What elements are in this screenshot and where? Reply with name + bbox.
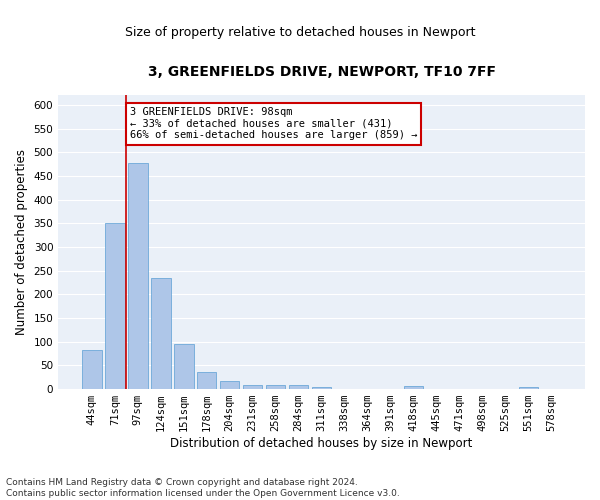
Bar: [128, 162, 148, 389]
X-axis label: Distribution of detached houses by size in Newport: Distribution of detached houses by size …: [170, 437, 473, 450]
Bar: [266, 386, 286, 389]
Title: 3, GREENFIELDS DRIVE, NEWPORT, TF10 7FF: 3, GREENFIELDS DRIVE, NEWPORT, TF10 7FF: [148, 65, 496, 79]
Bar: [289, 386, 308, 389]
Bar: [174, 344, 194, 389]
Bar: [82, 350, 101, 389]
Bar: [220, 381, 239, 389]
Text: Size of property relative to detached houses in Newport: Size of property relative to detached ho…: [125, 26, 475, 39]
Bar: [312, 386, 331, 389]
Text: Contains HM Land Registry data © Crown copyright and database right 2024.
Contai: Contains HM Land Registry data © Crown c…: [6, 478, 400, 498]
Bar: [151, 278, 170, 389]
Bar: [404, 386, 423, 389]
Bar: [518, 386, 538, 389]
Text: 3 GREENFIELDS DRIVE: 98sqm
← 33% of detached houses are smaller (431)
66% of sem: 3 GREENFIELDS DRIVE: 98sqm ← 33% of deta…: [130, 108, 417, 140]
Bar: [243, 386, 262, 389]
Bar: [197, 372, 217, 389]
Y-axis label: Number of detached properties: Number of detached properties: [15, 150, 28, 336]
Bar: [105, 224, 125, 389]
